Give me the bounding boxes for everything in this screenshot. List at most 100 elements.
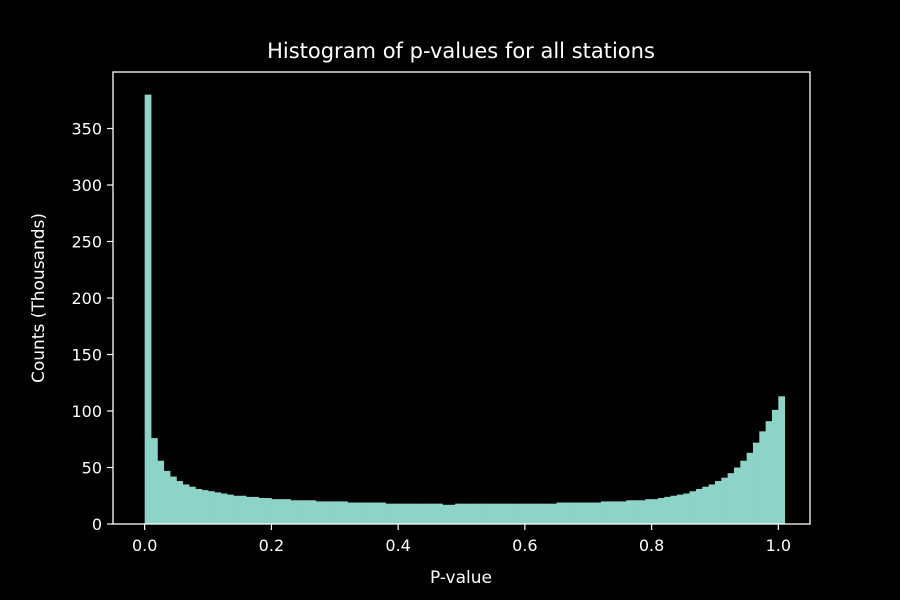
histogram-bar	[214, 492, 222, 524]
histogram-bar	[619, 501, 627, 524]
histogram-bar	[721, 477, 729, 524]
histogram-bar	[220, 493, 228, 524]
histogram-bar	[296, 500, 304, 524]
histogram-bar	[765, 421, 773, 524]
histogram-bar	[372, 502, 380, 524]
histogram-bar	[271, 499, 279, 524]
histogram-bar	[594, 502, 602, 524]
histogram-bar	[347, 502, 355, 524]
histogram-bar	[208, 491, 215, 524]
histogram-bar	[385, 503, 393, 524]
histogram-bar	[505, 503, 513, 524]
histogram-bar	[151, 438, 158, 524]
histogram-bar	[657, 498, 665, 524]
histogram-bar	[708, 484, 716, 524]
histogram-bar	[246, 496, 253, 524]
y-tick-label: 300	[71, 176, 102, 195]
y-tick-label: 150	[71, 346, 102, 365]
histogram-bar	[423, 503, 431, 524]
histogram-bar	[752, 442, 760, 524]
y-tick-label: 200	[71, 289, 102, 308]
histogram-bar	[182, 484, 190, 524]
histogram-bar	[607, 501, 614, 524]
histogram-bar	[746, 452, 754, 524]
histogram-bar	[265, 498, 272, 524]
histogram-bar	[771, 409, 779, 524]
histogram-bar	[189, 486, 196, 524]
histogram-bar	[588, 502, 595, 524]
histogram-bar	[474, 503, 481, 524]
histogram-bar	[695, 488, 703, 524]
histogram-bar	[759, 431, 767, 524]
histogram-bar	[436, 503, 443, 524]
x-tick-label: 0.4	[385, 536, 410, 555]
histogram-bar	[455, 503, 462, 524]
histogram-bar	[429, 503, 437, 524]
histogram-bar	[600, 501, 608, 524]
histogram-bar	[581, 502, 589, 524]
histogram-bar	[531, 503, 538, 524]
histogram-bar	[670, 495, 678, 524]
histogram-bar	[366, 502, 374, 524]
histogram-bar	[417, 503, 424, 524]
x-axis-label: P-value	[430, 568, 492, 588]
histogram-bar	[170, 476, 177, 524]
histogram-bar	[613, 501, 621, 524]
histogram-bar	[651, 499, 659, 524]
histogram-bar	[575, 502, 583, 524]
x-tick-label: 0.0	[132, 536, 157, 555]
histogram-bar	[632, 500, 640, 524]
y-tick-label: 100	[71, 402, 102, 421]
histogram-bar	[480, 503, 488, 524]
histogram-bar	[524, 503, 532, 524]
histogram-bar	[233, 495, 241, 524]
y-tick-label: 350	[71, 120, 102, 139]
histogram-bar	[512, 503, 519, 524]
histogram-bar	[556, 502, 564, 524]
histogram-bar	[290, 500, 298, 524]
histogram-bar	[328, 501, 336, 524]
histogram-bar	[518, 503, 526, 524]
histogram-bar	[638, 500, 646, 524]
histogram-bar	[334, 501, 342, 524]
histogram-bar	[442, 504, 450, 524]
histogram-bar	[562, 502, 570, 524]
histogram-bar	[714, 481, 722, 524]
histogram-bar	[727, 473, 735, 524]
histogram-bar	[195, 488, 203, 524]
histogram-bar	[461, 503, 469, 524]
histogram-bar	[467, 503, 475, 524]
chart-title: Histogram of p-values for all stations	[267, 39, 655, 63]
axes-group: 0.0 0.2 0.4 0.6 0.8 1.0 0 50 100 150 200 250 300 350	[71, 71, 811, 555]
y-tick-label: 250	[71, 233, 102, 252]
x-tick-label: 0.6	[512, 536, 537, 555]
histogram-bar	[493, 503, 500, 524]
histogram-bar	[410, 503, 418, 524]
x-tick-label: 0.8	[639, 536, 664, 555]
histogram-bar	[740, 460, 748, 524]
histogram-bar	[258, 498, 266, 524]
histogram-bar	[277, 499, 285, 524]
y-axis-label: Counts (Thousands)	[29, 213, 49, 383]
y-tick-label: 50	[82, 459, 102, 478]
histogram-bar	[315, 501, 323, 524]
histogram-bar	[645, 499, 652, 524]
histogram-bar	[303, 500, 310, 524]
histogram-bar	[144, 94, 152, 524]
histogram-bar	[676, 494, 684, 524]
histogram-bar	[733, 467, 741, 524]
histogram-bar	[341, 501, 348, 524]
histogram-bar	[569, 502, 576, 524]
histogram-bar	[486, 503, 494, 524]
histogram-bar	[550, 503, 557, 524]
histogram-bar	[398, 503, 405, 524]
histogram-bar	[626, 500, 633, 524]
histogram-bar	[702, 486, 710, 524]
histogram-bar	[353, 502, 361, 524]
histogram-bar	[683, 493, 691, 524]
histogram-bar	[176, 481, 184, 524]
x-tick-label: 0.2	[259, 536, 284, 555]
y-tick-label: 0	[92, 515, 102, 534]
